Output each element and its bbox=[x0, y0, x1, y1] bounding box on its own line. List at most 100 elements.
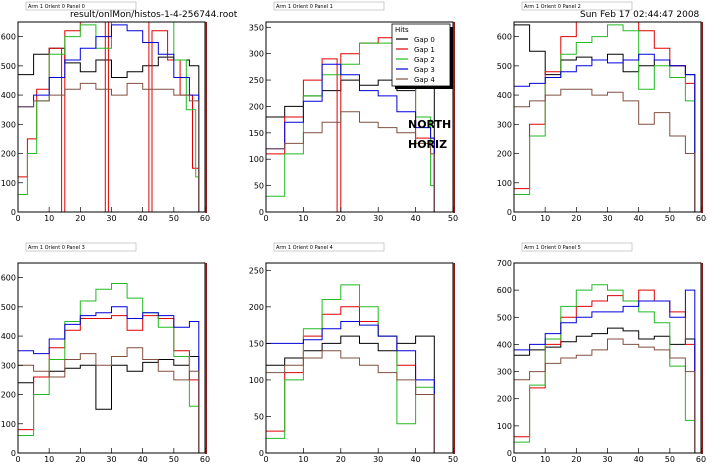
panel-0: Arm 1 Orient 0 Panel 00 10 20 30 40 50 6001002… bbox=[1, 1, 210, 223]
y-tick-label: 300 bbox=[249, 50, 264, 59]
series-gap-3 bbox=[17, 306, 200, 453]
legend-entry: Gap 0 bbox=[414, 36, 435, 44]
file-label: result/onlMon/histos-1-4-256744.root bbox=[70, 10, 238, 20]
x-tick-label: 10 bbox=[298, 214, 308, 223]
x-tick-label: 30 bbox=[106, 214, 116, 223]
y-tick-label: 200 bbox=[1, 150, 16, 159]
panel-title: Arm 1 Orient 0 Panel 1 bbox=[276, 4, 333, 10]
series-gap-2 bbox=[17, 283, 200, 453]
y-tick-label: 100 bbox=[1, 420, 16, 429]
series-gap-4 bbox=[17, 347, 200, 453]
panel-4: Arm 1 Orient 0 Panel 4 0 10 20 30 40 50 0 50 100 1… bbox=[249, 242, 458, 464]
x-tick-label: 40 bbox=[411, 455, 421, 464]
x-tick-label: 30 bbox=[602, 455, 612, 464]
y-tick-label: 50 bbox=[254, 182, 264, 191]
series-gap-4 bbox=[513, 338, 696, 453]
y-tick-label: 0 bbox=[507, 208, 512, 217]
panel-title-box bbox=[521, 242, 633, 252]
y-tick-label: 100 bbox=[249, 155, 264, 164]
panel-title-box bbox=[25, 1, 137, 11]
series-gap-0 bbox=[513, 327, 696, 453]
x-tick-label: 30 bbox=[373, 214, 383, 223]
x-tick-label: 0 bbox=[511, 214, 516, 223]
series-gap-3 bbox=[513, 53, 696, 212]
x-tick-label: 20 bbox=[571, 214, 581, 223]
x-tick-label: 40 bbox=[138, 455, 148, 464]
y-tick-label: 250 bbox=[249, 76, 264, 85]
y-tick-label: 100 bbox=[1, 179, 16, 188]
x-tick-label: 0 bbox=[15, 455, 20, 464]
y-tick-label: 0 bbox=[11, 449, 16, 458]
panel-title-box bbox=[521, 1, 633, 11]
x-tick-label: 20 bbox=[336, 214, 346, 223]
series-gap-3 bbox=[513, 289, 696, 453]
y-tick-label: 600 bbox=[497, 33, 512, 42]
panel-title: Arm 1 Orient 0 Panel 3 bbox=[28, 245, 85, 251]
x-tick-label: 50 bbox=[169, 455, 179, 464]
series-gap-3 bbox=[265, 321, 435, 453]
x-tick-label: 20 bbox=[336, 455, 346, 464]
y-tick-label: 500 bbox=[497, 62, 512, 71]
x-tick-label: 30 bbox=[106, 455, 116, 464]
y-tick-label: 300 bbox=[1, 120, 16, 129]
y-tick-label: 50 bbox=[254, 412, 264, 421]
panel-1: Arm 1 Orient 0 Panel 1 0 10 20 30 40 50 0 50 100 1… bbox=[249, 1, 458, 223]
x-tick-label: 50 bbox=[665, 455, 675, 464]
y-tick-label: 0 bbox=[507, 449, 512, 458]
y-tick-label: 500 bbox=[497, 313, 512, 322]
series-gap-1 bbox=[17, 21, 200, 213]
x-tick-label: 10 bbox=[298, 455, 308, 464]
panel-title: Arm 1 Orient 0 Panel 4 bbox=[276, 245, 333, 251]
x-tick-label: 0 bbox=[15, 214, 20, 223]
y-tick-label: 600 bbox=[1, 274, 16, 283]
legend-box bbox=[391, 23, 451, 87]
x-tick-label: 10 bbox=[44, 455, 54, 464]
series-gap-3 bbox=[17, 24, 200, 212]
y-tick-label: 100 bbox=[497, 422, 512, 431]
x-tick-label: 40 bbox=[634, 455, 644, 464]
y-tick-label: 400 bbox=[1, 91, 16, 100]
y-tick-label: 0 bbox=[259, 449, 264, 458]
panel-title-box bbox=[25, 242, 137, 252]
y-tick-label: 300 bbox=[1, 361, 16, 370]
legend-title: Hits bbox=[395, 26, 409, 34]
y-tick-label: 200 bbox=[497, 150, 512, 159]
panel-title-box bbox=[273, 242, 385, 252]
x-tick-label: 50 bbox=[448, 455, 458, 464]
annotation-north: NORTH bbox=[408, 118, 452, 131]
y-tick-label: 400 bbox=[497, 91, 512, 100]
y-tick-label: 500 bbox=[1, 303, 16, 312]
y-tick-label: 350 bbox=[249, 23, 264, 32]
panel-frame bbox=[513, 21, 702, 213]
y-tick-label: 300 bbox=[497, 368, 512, 377]
series-gap-4 bbox=[265, 111, 435, 212]
y-tick-label: 700 bbox=[497, 259, 512, 268]
series-gap-2 bbox=[265, 284, 435, 453]
x-tick-label: 40 bbox=[138, 214, 148, 223]
x-tick-label: 60 bbox=[696, 455, 706, 464]
series-gap-0 bbox=[513, 24, 696, 212]
x-tick-label: 50 bbox=[448, 214, 458, 223]
series-gap-1 bbox=[513, 21, 696, 212]
x-tick-label: 0 bbox=[263, 214, 268, 223]
series-gap-1 bbox=[265, 306, 435, 453]
series-gap-1 bbox=[17, 315, 200, 453]
x-tick-label: 20 bbox=[75, 214, 85, 223]
x-tick-label: 20 bbox=[75, 455, 85, 464]
y-tick-label: 200 bbox=[249, 102, 264, 111]
series-gap-4 bbox=[17, 82, 200, 212]
y-tick-label: 600 bbox=[1, 33, 16, 42]
y-tick-label: 100 bbox=[249, 376, 264, 385]
series-gap-4 bbox=[513, 88, 696, 212]
x-tick-label: 0 bbox=[263, 455, 268, 464]
panel-title: Arm 1 Orient 0 Panel 2 bbox=[524, 4, 581, 10]
panel-title: Arm 1 Orient 0 Panel 0 bbox=[28, 4, 85, 10]
legend-entry: Gap 2 bbox=[414, 56, 435, 64]
x-tick-label: 40 bbox=[634, 214, 644, 223]
timestamp: Sun Feb 17 02:44:47 2008 bbox=[580, 10, 700, 20]
legend-entry: Gap 3 bbox=[414, 66, 435, 74]
series-gap-2 bbox=[513, 24, 696, 212]
y-tick-label: 400 bbox=[497, 340, 512, 349]
legend-entry: Gap 4 bbox=[414, 76, 435, 84]
panel-5: Arm 1 Orient 0 Panel 50 10 20 30 40 50 6001002… bbox=[497, 242, 706, 464]
